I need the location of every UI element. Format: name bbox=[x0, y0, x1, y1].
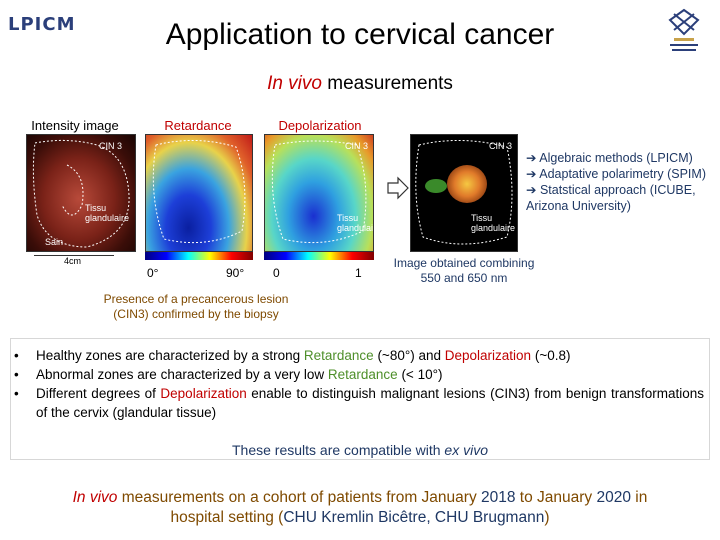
label-intensity: Intensity image bbox=[31, 118, 119, 133]
combined-image: CIN 3 Tissu glandulaire bbox=[410, 134, 518, 252]
slide-title: Application to cervical cancer bbox=[165, 18, 555, 51]
intensity-tissu: Tissu glandulaire bbox=[85, 203, 130, 223]
depol-max: 1 bbox=[355, 266, 362, 280]
compatibility-note: These results are compatible with ex viv… bbox=[231, 442, 488, 458]
lpicm-logo-text: LPICM bbox=[8, 14, 76, 35]
right-arrow-icon bbox=[386, 176, 410, 200]
combined-tissu: Tissu glandulaire bbox=[471, 213, 516, 233]
results-frame bbox=[10, 338, 710, 460]
methods-list: ➔ Algebraic methods (LPICM) ➔ Adaptative… bbox=[526, 150, 714, 214]
scale-label: 4cm bbox=[64, 256, 82, 266]
footer-line-2: hospital setting (CHU Kremlin Bicêtre, C… bbox=[170, 509, 550, 526]
green-region bbox=[425, 179, 447, 193]
retardance-colorbar bbox=[145, 252, 253, 260]
slide-subtitle: In vivo measurements bbox=[0, 73, 720, 95]
footer-note: In vivo measurements on a cohort of pati… bbox=[0, 488, 720, 528]
subtitle-italic: In vivo bbox=[267, 73, 322, 94]
depol-tissu: Tissu glandulaire bbox=[337, 213, 374, 233]
biopsy-caption: Presence of a precancerous lesion (CIN3)… bbox=[103, 292, 289, 321]
intensity-cin3: CIN 3 bbox=[99, 141, 123, 151]
bullet-depolarization: • Different degrees of Depolarization ena… bbox=[14, 386, 704, 420]
depol-min: 0 bbox=[273, 266, 280, 280]
intensity-image: CIN 3 Tissu glandulaire Sain bbox=[26, 134, 136, 252]
label-retardance: Retardance bbox=[164, 118, 232, 133]
retardance-image bbox=[145, 134, 253, 252]
method-algebraic: ➔ Algebraic methods (LPICM) bbox=[526, 151, 693, 165]
method-adaptative: ➔ Adaptative polarimetry (SPIM) bbox=[526, 167, 706, 181]
bullet-healthy: • Healthy zones are characterized by a st… bbox=[14, 348, 571, 363]
method-statistical: ➔ Statstical approach (ICUBE, Arizona Un… bbox=[526, 183, 696, 213]
combined-caption: Image obtained combining 550 and 650 nm bbox=[393, 256, 535, 285]
retardance-max: 90° bbox=[226, 266, 245, 280]
footer-line-1: In vivo measurements on a cohort of pati… bbox=[72, 489, 648, 506]
intensity-sain: Sain bbox=[45, 237, 64, 247]
subtitle-rest: measurements bbox=[321, 73, 453, 94]
lpicm-logo: LPICM bbox=[8, 14, 74, 40]
retardance-min: 0° bbox=[147, 266, 159, 280]
institution-logo bbox=[660, 6, 708, 56]
depolarization-image: CIN 3 Tissu glandulaire bbox=[264, 134, 374, 252]
findings-list: • Healthy zones are characterized by a st… bbox=[14, 346, 704, 422]
scale-bar bbox=[34, 255, 114, 256]
depol-cin3: CIN 3 bbox=[345, 141, 369, 151]
label-depolarization: Depolarization bbox=[278, 118, 362, 133]
depolarization-colorbar bbox=[264, 252, 374, 260]
lesion-region bbox=[447, 165, 487, 203]
combined-cin3: CIN 3 bbox=[489, 141, 513, 151]
bullet-abnormal: • Abnormal zones are characterized by a v… bbox=[14, 367, 443, 382]
